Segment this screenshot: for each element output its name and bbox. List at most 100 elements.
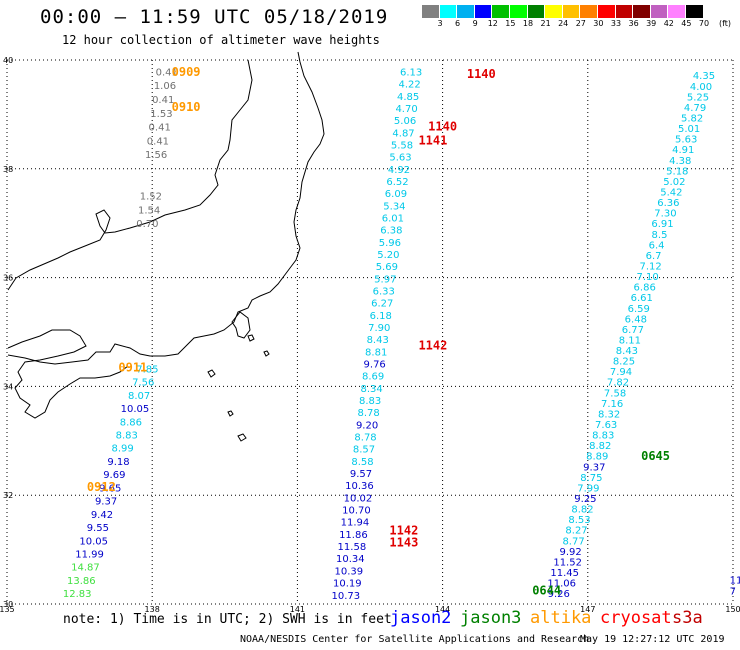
wave-height-value: 9.42 (91, 510, 113, 521)
wave-height-value: 11.52 (553, 557, 582, 568)
legend-swatch (509, 5, 528, 18)
satellite-s3a: s3a (672, 608, 703, 628)
wave-height-value: 6.36 (657, 198, 679, 209)
legend-label: 30 (593, 19, 604, 28)
wave-height-value: 11.94 (341, 518, 370, 529)
legend-label: 12 (487, 19, 498, 28)
wave-height-value: 6.91 (651, 219, 673, 230)
wave-height-value: 8.69 (362, 372, 384, 383)
wave-height-value: 1.53 (150, 109, 172, 120)
wave-height-value: 7.94 (610, 367, 632, 378)
wave-height-value: 8.83 (592, 431, 614, 442)
wave-height-value: 6.27 (371, 299, 393, 310)
wave-height-value: 6.09 (385, 189, 407, 200)
wave-height-value: 0.41 (156, 67, 178, 78)
wave-height-value: 1.54 (138, 205, 160, 216)
wave-height-value: 4.22 (398, 80, 420, 91)
lon-tick-label: 150 (725, 605, 740, 614)
legend-label: 42 (663, 19, 674, 28)
island-2 (237, 433, 247, 442)
wave-height-value: 14.87 (71, 563, 100, 574)
wave-height-value: 9.26 (548, 589, 570, 600)
wave-height-value: 10.05 (79, 536, 108, 547)
wave-height-value: 6.4 (649, 240, 665, 251)
wave-height-value: 10.73 (331, 591, 360, 602)
legend-swatch (580, 5, 598, 18)
wave-height-value: 7.12 (639, 261, 661, 272)
wave-height-value: 5.97 (374, 274, 396, 285)
wave-height-value: 8.43 (367, 335, 389, 346)
wave-height-value: 11.99 (75, 549, 104, 560)
wave-height-value: 1.06 (154, 81, 176, 92)
lat-tick-label: 30 (3, 600, 13, 609)
legend-label: 18 (522, 19, 534, 28)
wave-height-value: 10.02 (344, 493, 373, 504)
wave-height-value: 8.89 (586, 452, 608, 463)
wave-height-value: 10.70 (342, 506, 371, 517)
wave-height-value: 10.05 (121, 404, 150, 415)
legend-label: 39 (646, 19, 657, 28)
wave-height-value: 13.86 (67, 576, 96, 587)
lat-tick-label: 38 (3, 165, 13, 174)
pass-time-label: 1141 (418, 134, 447, 148)
edge-value: 11 (730, 576, 740, 587)
peninsula-coastline (231, 311, 251, 339)
lon-tick-label: 138 (145, 605, 160, 614)
wave-height-value: 5.42 (660, 187, 682, 198)
wave-height-value: 7.56 (132, 378, 154, 389)
wave-height-value: 7.58 (604, 388, 626, 399)
wave-height-value: 7.85 (136, 364, 158, 375)
wave-height-value: 9.18 (107, 457, 129, 468)
wave-height-value: 8.82 (571, 505, 593, 516)
wave-height-value: 8.25 (613, 357, 635, 368)
wave-height-value: 9.69 (103, 470, 125, 481)
wave-height-value: 5.63 (389, 153, 411, 164)
wave-height-value: 7.10 (637, 272, 659, 283)
legend-label: 21 (540, 19, 551, 28)
wave-height-value: 6.01 (382, 213, 404, 224)
wave-height-value: 4.87 (392, 128, 414, 139)
wave-height-value: 4.92 (388, 165, 410, 176)
wave-height-value: 8.07 (128, 391, 150, 402)
wave-height-value: 4.91 (672, 145, 694, 156)
wave-height-value: 4.00 (690, 82, 712, 93)
wave-height-value: 8.58 (351, 457, 373, 468)
wave-height-value: 4.85 (397, 92, 419, 103)
legend-label: 27 (575, 19, 586, 28)
island-3 (227, 410, 234, 417)
legend-label: 15 (505, 19, 516, 28)
wave-height-value: 0.41 (149, 123, 171, 134)
wave-height-value: 1.52 (140, 192, 162, 203)
legend-swatch (668, 5, 686, 18)
wave-height-value: 0.41 (147, 136, 169, 147)
wave-height-value: 5.01 (678, 124, 700, 135)
pass-time-label: 0644 (532, 583, 561, 597)
wave-height-value: 12.83 (63, 589, 92, 600)
legend-label: 33 (610, 19, 622, 28)
wave-height-value: 8.78 (354, 433, 376, 444)
wave-height-value: 6.86 (634, 283, 656, 294)
wave-height-value: 5.96 (379, 238, 401, 249)
coastline (7, 51, 325, 442)
wave-height-value: 9.20 (356, 420, 378, 431)
wave-height-value: 9.65 (99, 483, 121, 494)
wave-height-value: 1.56 (145, 150, 167, 161)
credit-line: NOAA/NESDIS Center for Satellite Applica… (240, 634, 590, 645)
legend-label: 9 (472, 19, 478, 28)
wave-height-value: 6.18 (370, 311, 392, 322)
wave-height-value: 0.41 (152, 95, 174, 106)
wave-height-value: 8.32 (598, 409, 620, 420)
wave-height-value: 10.19 (333, 579, 362, 590)
wave-height-value: 8.83 (116, 431, 138, 442)
wave-height-value: 6.52 (386, 177, 408, 188)
wave-height-value: 8.43 (616, 346, 638, 357)
legend-swatch (633, 5, 651, 18)
pass-time-label: 1142 (389, 524, 418, 538)
legend-swatch (527, 5, 546, 18)
wave-height-value: 7.16 (601, 399, 623, 410)
map-title: 00:00 – 11:59 UTC 05/18/2019 (40, 6, 389, 28)
wave-height-value: 8.81 (365, 347, 387, 358)
wave-height-value: 10.39 (335, 566, 364, 577)
wave-height-value: 0.70 (136, 219, 158, 230)
wave-height-value: 7.30 (654, 209, 676, 220)
